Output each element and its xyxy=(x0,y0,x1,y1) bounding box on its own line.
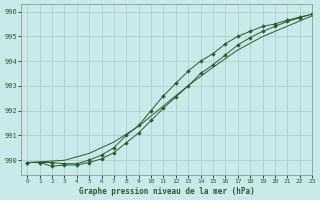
X-axis label: Graphe pression niveau de la mer (hPa): Graphe pression niveau de la mer (hPa) xyxy=(79,187,254,196)
